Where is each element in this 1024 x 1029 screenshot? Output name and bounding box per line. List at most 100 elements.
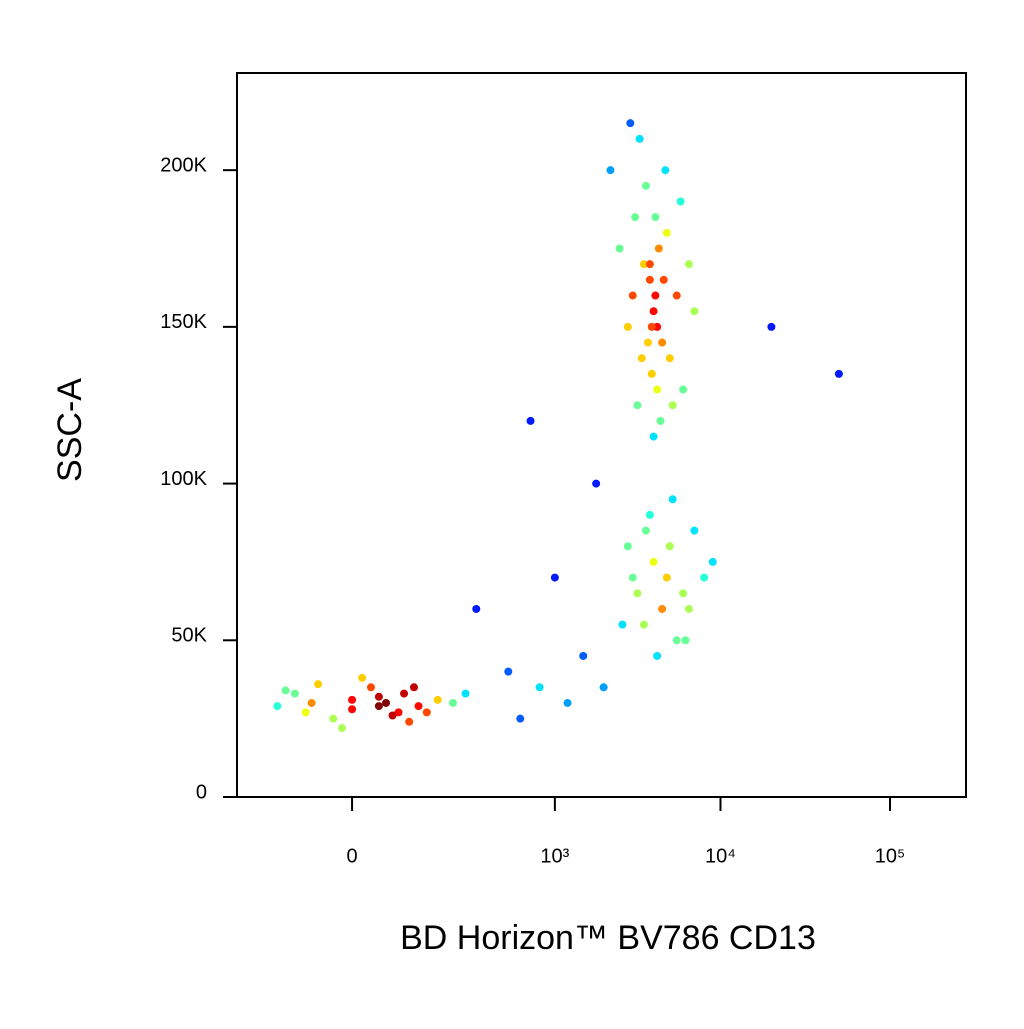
data-point bbox=[659, 275, 668, 284]
data-point bbox=[623, 542, 632, 551]
data-point bbox=[649, 432, 658, 441]
data-point bbox=[409, 683, 418, 692]
data-point bbox=[681, 636, 690, 645]
data-point bbox=[641, 181, 650, 190]
y-tick-label: 100K bbox=[160, 468, 207, 490]
data-point bbox=[684, 260, 693, 269]
data-point bbox=[394, 708, 403, 717]
data-point bbox=[618, 620, 627, 629]
data-point bbox=[645, 260, 654, 269]
data-point bbox=[647, 322, 656, 331]
data-point bbox=[290, 689, 299, 698]
data-point bbox=[662, 573, 671, 582]
data-point bbox=[374, 692, 383, 701]
data-point bbox=[662, 228, 671, 237]
data-point bbox=[645, 275, 654, 284]
data-point bbox=[382, 698, 391, 707]
data-point bbox=[374, 702, 383, 711]
data-point bbox=[656, 416, 665, 425]
data-point bbox=[301, 708, 310, 717]
data-point bbox=[639, 260, 648, 269]
data-point bbox=[679, 385, 688, 394]
data-point bbox=[653, 651, 662, 660]
x-tick-label: 10⁵ bbox=[875, 845, 906, 867]
data-point bbox=[665, 542, 674, 551]
data-point bbox=[626, 119, 635, 128]
data-point bbox=[348, 695, 357, 704]
data-point bbox=[700, 573, 709, 582]
data-point bbox=[651, 213, 660, 222]
data-point bbox=[400, 689, 409, 698]
data-point bbox=[422, 708, 431, 717]
data-point bbox=[651, 291, 660, 300]
data-point bbox=[672, 636, 681, 645]
data-point bbox=[358, 673, 367, 682]
data-point bbox=[637, 354, 646, 363]
data-point bbox=[767, 322, 776, 331]
data-point bbox=[628, 291, 637, 300]
data-point bbox=[623, 322, 632, 331]
data-point bbox=[668, 495, 677, 504]
y-tick-label: 0 bbox=[196, 781, 207, 803]
data-point bbox=[307, 698, 316, 707]
data-point bbox=[314, 680, 323, 689]
data-point bbox=[592, 479, 601, 488]
data-point bbox=[690, 307, 699, 316]
x-tick-label: 0 bbox=[346, 845, 357, 867]
data-point bbox=[665, 354, 674, 363]
data-point bbox=[535, 683, 544, 692]
data-point bbox=[658, 604, 667, 613]
data-point bbox=[338, 724, 347, 733]
data-point bbox=[708, 557, 717, 566]
data-point bbox=[643, 338, 652, 347]
data-point bbox=[461, 689, 470, 698]
data-point bbox=[690, 526, 699, 535]
data-point bbox=[661, 166, 670, 175]
data-point bbox=[641, 526, 650, 535]
data-point bbox=[405, 717, 414, 726]
data-point bbox=[448, 698, 457, 707]
x-axis-title: BD Horizon™ BV786 CD13 bbox=[400, 919, 816, 957]
data-point bbox=[633, 589, 642, 598]
data-point bbox=[658, 338, 667, 347]
x-tick-label: 10⁴ bbox=[705, 845, 736, 867]
data-point bbox=[526, 416, 535, 425]
y-tick-label: 50K bbox=[171, 625, 207, 647]
data-point bbox=[550, 573, 559, 582]
y-tick-label: 200K bbox=[160, 154, 207, 176]
data-point bbox=[834, 369, 843, 378]
data-point bbox=[668, 401, 677, 410]
data-point bbox=[649, 307, 658, 316]
data-point bbox=[273, 702, 282, 711]
data-point bbox=[672, 291, 681, 300]
x-tick-label: 10³ bbox=[540, 845, 569, 867]
data-point bbox=[348, 705, 357, 714]
data-point bbox=[676, 197, 685, 206]
data-point bbox=[628, 573, 637, 582]
data-point bbox=[329, 714, 338, 723]
data-point bbox=[414, 702, 423, 711]
data-point bbox=[599, 683, 608, 692]
plot-frame bbox=[236, 72, 967, 798]
data-point bbox=[631, 213, 640, 222]
data-point bbox=[606, 166, 615, 175]
data-point bbox=[654, 244, 663, 253]
data-point bbox=[647, 369, 656, 378]
data-point bbox=[433, 695, 442, 704]
data-point bbox=[504, 667, 513, 676]
data-point bbox=[615, 244, 624, 253]
data-point bbox=[639, 620, 648, 629]
data-point bbox=[649, 557, 658, 566]
y-tick-label: 150K bbox=[160, 311, 207, 333]
data-point bbox=[633, 401, 642, 410]
data-point bbox=[516, 714, 525, 723]
data-point bbox=[366, 683, 375, 692]
data-point bbox=[579, 651, 588, 660]
data-point bbox=[635, 134, 644, 143]
data-point bbox=[563, 698, 572, 707]
data-point bbox=[684, 604, 693, 613]
data-point bbox=[679, 589, 688, 598]
data-point bbox=[281, 686, 290, 695]
data-point bbox=[645, 510, 654, 519]
